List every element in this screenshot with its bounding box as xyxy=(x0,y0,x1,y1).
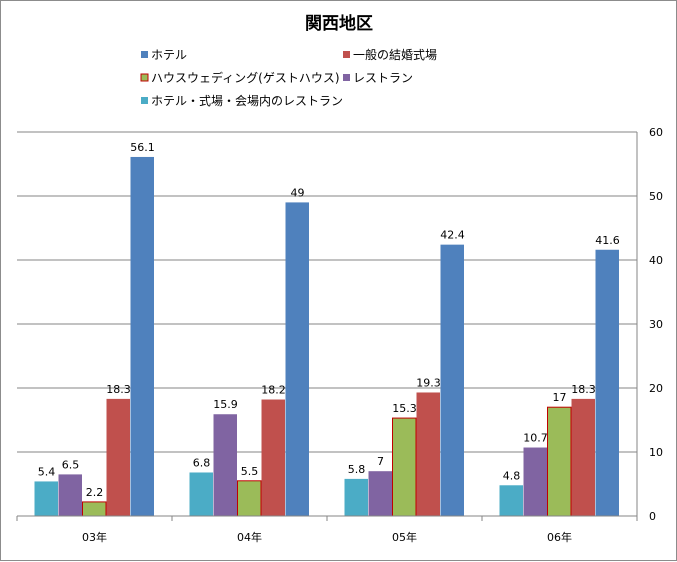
bar xyxy=(58,474,82,516)
bar xyxy=(595,249,619,516)
bar xyxy=(213,414,237,516)
legend-swatch xyxy=(343,74,350,81)
data-label: 41.6 xyxy=(595,234,620,247)
data-label: 18.3 xyxy=(106,383,131,396)
legend-label: 一般の結婚式場 xyxy=(353,47,437,62)
bar xyxy=(571,398,595,516)
y-tick-label: 10 xyxy=(649,446,663,459)
data-labels: 5.4 6.5 2.2 18.3 56.1 6.8 15.9 5.5 18.2 49 5.8 7 15.… xyxy=(38,141,620,499)
bar xyxy=(34,481,58,516)
legend-swatch xyxy=(141,51,148,58)
bar xyxy=(285,202,309,516)
y-tick-label: 50 xyxy=(649,190,663,203)
y-tick-label: 30 xyxy=(649,318,663,331)
data-label: 7 xyxy=(377,455,384,468)
bar xyxy=(523,447,547,516)
bars xyxy=(34,156,619,517)
y-tick-label: 60 xyxy=(649,126,663,139)
chart-title: 関西地区 xyxy=(305,13,373,34)
bar xyxy=(440,244,464,516)
bar xyxy=(189,472,213,516)
data-label: 19.3 xyxy=(416,376,441,389)
bar xyxy=(82,501,107,517)
data-label: 15.9 xyxy=(213,398,238,411)
y-tick-label: 40 xyxy=(649,254,663,267)
bar xyxy=(499,485,523,516)
bar xyxy=(261,399,285,516)
legend-label: ハウスウェディング(ゲストハウス) xyxy=(151,70,340,85)
data-label: 15.3 xyxy=(392,402,417,415)
legend-label: ホテル xyxy=(151,48,187,62)
y-tick-label: 20 xyxy=(649,382,663,395)
y-tick-label: 0 xyxy=(649,510,656,523)
bar xyxy=(106,398,130,516)
legend-label: レストラン xyxy=(353,71,413,85)
data-label: 5.8 xyxy=(348,463,366,476)
bar xyxy=(237,480,262,517)
legend-label: ホテル・式場・会場内のレストラン xyxy=(151,94,343,108)
data-label: 10.7 xyxy=(523,432,548,445)
data-label: 17 xyxy=(553,391,567,404)
data-label: 2.2 xyxy=(86,486,104,499)
data-label: 6.8 xyxy=(193,456,211,469)
data-label: 49 xyxy=(291,186,305,199)
x-category-label: 06年 xyxy=(547,530,572,544)
data-label: 42.4 xyxy=(440,229,465,242)
bar xyxy=(392,417,417,517)
data-label: 6.5 xyxy=(62,458,80,471)
axes: 0 10 20 30 40 50 60 03年 04年 05年 06年 xyxy=(16,126,663,544)
x-category-label: 05年 xyxy=(392,530,417,544)
legend-swatch xyxy=(343,51,350,58)
bar xyxy=(130,156,154,516)
x-category-label: 03年 xyxy=(82,530,107,544)
bar xyxy=(344,478,368,516)
bar xyxy=(368,471,392,516)
data-label: 4.8 xyxy=(503,469,521,482)
data-label: 56.1 xyxy=(130,141,155,154)
data-label: 18.2 xyxy=(261,384,286,397)
data-label: 18.3 xyxy=(571,383,596,396)
data-label: 5.5 xyxy=(241,465,259,478)
legend-swatch xyxy=(141,97,148,104)
data-label: 5.4 xyxy=(38,465,56,478)
bar xyxy=(416,392,440,516)
bar xyxy=(547,406,572,517)
x-category-label: 04年 xyxy=(237,530,262,544)
legend-swatch xyxy=(140,73,149,82)
